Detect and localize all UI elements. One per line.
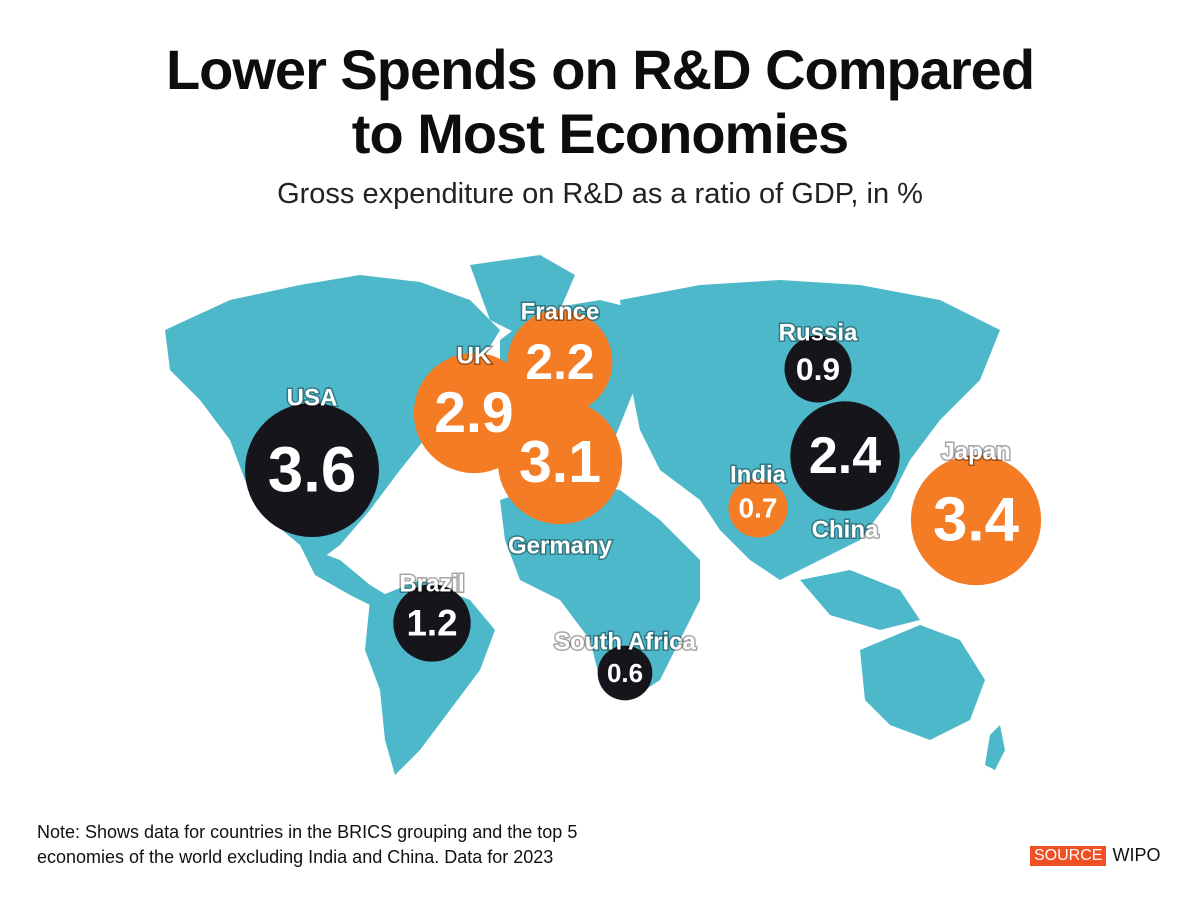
chart-subtitle: Gross expenditure on R&D as a ratio of G… <box>277 178 923 210</box>
bubble-south-africa <box>597 645 653 701</box>
source-value: WIPO <box>1112 845 1161 865</box>
country-label-china: China <box>812 517 879 544</box>
bubble-germany <box>497 399 623 525</box>
country-label-south-africa: South Africa <box>554 629 696 656</box>
country-label-india: India <box>730 462 787 489</box>
value-label-brazil: 1.2 <box>406 603 457 644</box>
bubble-france <box>507 309 613 415</box>
africa-shape <box>500 480 700 700</box>
footnote: Note: Shows data for countries in the BR… <box>37 820 737 870</box>
southeast-asia-shape <box>800 570 920 630</box>
central-america-shape <box>300 545 395 610</box>
title-line-1: Lower Spends on R&D Compared <box>165 38 1035 101</box>
bubble-brazil <box>393 584 471 662</box>
value-label-india: 0.7 <box>739 493 778 524</box>
bubbles-layer: 3.6 USA 2.9 UK 2.2 France 3.1 Germany 0.9 Russia 2… <box>245 297 1042 701</box>
value-label-uk: 2.9 <box>434 381 513 445</box>
value-label-japan: 3.4 <box>933 486 1020 555</box>
country-label-brazil: Brazil <box>399 571 464 598</box>
value-label-south-africa: 0.6 <box>607 658 643 688</box>
value-label-russia: 0.9 <box>796 351 840 387</box>
country-label-france: France <box>521 299 600 326</box>
bubble-russia <box>784 335 852 403</box>
bubble-usa <box>245 403 379 537</box>
title-line-2: to Most Economies <box>351 102 849 165</box>
bubble-india <box>728 478 788 538</box>
value-label-usa: 3.6 <box>268 435 356 506</box>
country-label-japan: Japan <box>941 439 1010 466</box>
bubble-china <box>790 401 900 511</box>
chart-title: Lower Spends on R&D Compared to Most Eco… <box>0 38 1200 166</box>
note-line-1: Note: Shows data for countries in the BR… <box>37 822 578 842</box>
value-label-china: 2.4 <box>809 427 881 485</box>
japan-shape <box>895 390 920 470</box>
note-line-2: economies of the world excluding India a… <box>37 847 554 867</box>
country-label-russia: Russia <box>779 320 858 347</box>
country-label-uk: UK <box>457 343 492 370</box>
bubble-japan <box>910 454 1042 586</box>
new-zealand-shape <box>985 725 1005 770</box>
country-label-germany: Germany <box>508 533 613 560</box>
country-label-usa: USA <box>287 385 338 412</box>
source-tag: SOURCE <box>1030 845 1107 866</box>
source-credit: SOURCE WIPO <box>1030 845 1160 866</box>
australia-shape <box>860 625 985 740</box>
value-label-germany: 3.1 <box>519 429 601 495</box>
value-label-france: 2.2 <box>525 334 594 390</box>
